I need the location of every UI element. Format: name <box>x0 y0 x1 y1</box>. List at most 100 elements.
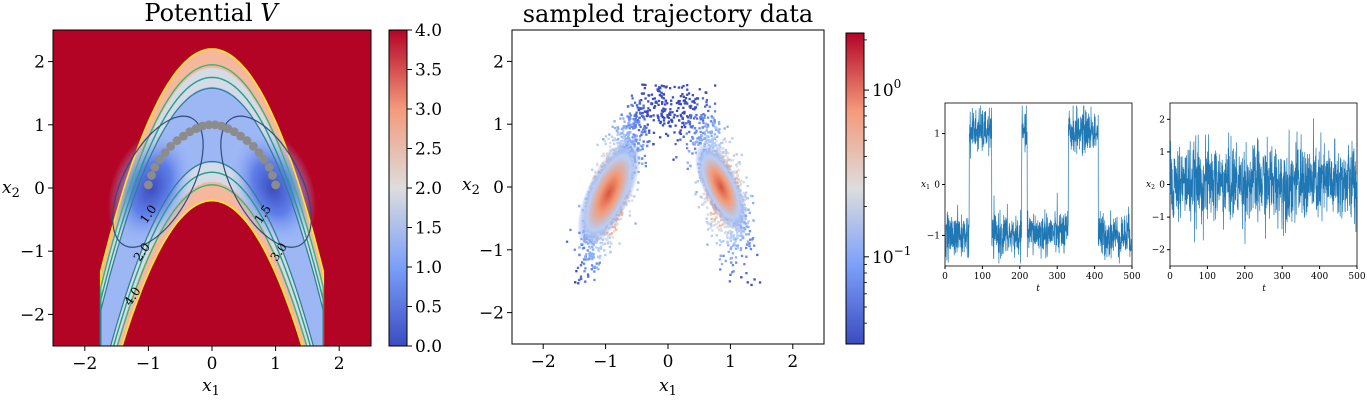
density-cell <box>632 122 635 125</box>
density-cell <box>599 254 602 257</box>
density-cell <box>745 191 748 194</box>
density-cell <box>661 115 664 119</box>
density-cell <box>625 127 628 130</box>
density-cell <box>740 254 744 258</box>
density-cell <box>638 123 641 126</box>
density-cell <box>736 234 739 237</box>
density-cell <box>633 195 636 198</box>
density-cell <box>662 97 665 100</box>
contour-line-3-0 <box>100 64 324 346</box>
density-cell <box>618 133 622 136</box>
density-cell <box>590 268 593 271</box>
density-cell <box>688 130 691 134</box>
density-cell <box>682 95 685 98</box>
density-cell <box>646 114 650 117</box>
density-cell <box>624 133 627 137</box>
density-cell <box>635 104 639 107</box>
density-cell <box>693 127 697 130</box>
density-cell <box>643 154 647 157</box>
density-cell <box>635 140 638 143</box>
density-cell <box>693 101 696 104</box>
density-cell <box>706 123 710 126</box>
density-cell <box>583 246 586 249</box>
density-cell <box>705 221 709 224</box>
density-cell <box>712 124 715 128</box>
sampled-xtick-label: 1 <box>725 352 736 372</box>
density-cell <box>652 114 655 117</box>
density-cell <box>592 253 595 256</box>
density-cell <box>704 122 708 125</box>
density-cell <box>745 243 749 246</box>
density-cell <box>722 138 725 141</box>
density-cell <box>679 132 682 135</box>
density-cell <box>719 254 722 257</box>
sampled-xtick-label: 2 <box>787 352 798 372</box>
density-cell <box>747 243 750 246</box>
density-cell <box>627 122 630 125</box>
density-cell <box>698 121 701 125</box>
density-cell <box>688 121 692 124</box>
density-cell <box>752 201 755 205</box>
density-cell <box>747 233 750 236</box>
density-cell <box>722 240 725 243</box>
density-cell <box>643 118 646 121</box>
density-cell <box>728 140 731 144</box>
density-cell <box>734 256 738 259</box>
density-cell <box>639 149 642 152</box>
density-cell <box>698 88 701 91</box>
density-cell <box>711 121 714 124</box>
density-cell <box>664 103 667 106</box>
density-cell <box>678 102 681 105</box>
density-cell <box>623 125 626 128</box>
density-cell <box>646 112 649 115</box>
density-cell <box>644 161 647 165</box>
density-cell <box>613 142 616 146</box>
density-cell <box>608 149 611 152</box>
density-cell <box>656 114 659 117</box>
density-cell <box>663 122 666 125</box>
density-cell <box>689 165 692 168</box>
density-cell <box>731 137 734 140</box>
density-cell <box>694 115 697 119</box>
density-cell <box>651 97 655 101</box>
density-cell <box>648 129 651 132</box>
density-cell <box>616 223 619 226</box>
density-cell <box>718 228 721 232</box>
density-cell <box>723 222 726 226</box>
density-cell <box>751 238 754 241</box>
density-cell <box>662 119 666 122</box>
traj-x2-xtick-label: 0 <box>1167 272 1173 282</box>
density-cell <box>632 117 635 121</box>
density-cell <box>634 123 637 126</box>
density-cell <box>716 147 720 151</box>
potential-colorbar-tick-label: 0.0 <box>415 337 442 357</box>
density-cell <box>640 114 644 118</box>
density-cell <box>607 137 610 140</box>
density-cell <box>586 273 590 276</box>
density-cell <box>689 115 692 118</box>
density-cell <box>706 228 710 231</box>
density-cell <box>683 123 686 127</box>
density-cell <box>629 114 632 117</box>
density-cell <box>661 102 664 105</box>
density-cell <box>618 242 621 245</box>
density-cell <box>636 188 639 191</box>
density-cell <box>638 138 641 141</box>
density-cell <box>617 141 620 144</box>
density-cell <box>596 143 599 146</box>
density-cell <box>661 124 665 127</box>
density-cell <box>667 116 670 119</box>
density-cell <box>705 217 708 220</box>
potential-colorbar-tick-label: 1.5 <box>415 219 442 239</box>
density-cell <box>705 129 708 132</box>
density-cell <box>642 104 645 107</box>
density-cell <box>635 134 638 138</box>
path-point <box>271 180 280 190</box>
density-cell <box>644 130 647 133</box>
sampled-xtick-label: −2 <box>531 352 556 372</box>
density-cell <box>613 226 617 229</box>
density-cell <box>612 139 615 142</box>
density-cell <box>628 116 631 119</box>
density-cell <box>733 171 736 174</box>
